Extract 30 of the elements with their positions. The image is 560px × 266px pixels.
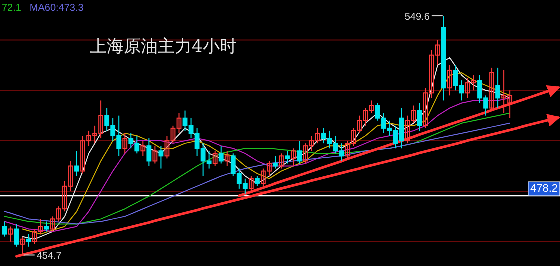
text: 上海原油主力4小时 [90,37,237,57]
candlestick [44,221,50,232]
candlestick [146,138,152,167]
candlestick [224,150,230,167]
candlestick [74,150,80,177]
candlestick [447,64,452,96]
candlestick [248,176,254,192]
candlestick [2,221,8,238]
candlestick [297,140,302,164]
ref-label: 478.2 [528,182,560,196]
text: 72.1 [2,3,22,14]
candlestick [417,102,422,132]
annotation: 454.7 [36,251,62,262]
candlestick [158,146,164,170]
candlestick [273,156,278,170]
candlestick [291,148,296,167]
candlestick [254,176,260,187]
candlestick [26,234,32,248]
candlestick [14,224,20,248]
text: MA60:473.3 [30,3,84,14]
candlestick [152,146,158,164]
annotation: 549.6 [404,12,430,24]
candlestick [8,226,14,242]
candlestick [122,132,128,154]
candlestick [285,150,290,164]
candlestick [212,150,218,167]
candlestick [496,67,500,109]
candlestick [140,140,146,157]
candlestick [218,146,224,164]
candlestick [279,153,284,170]
